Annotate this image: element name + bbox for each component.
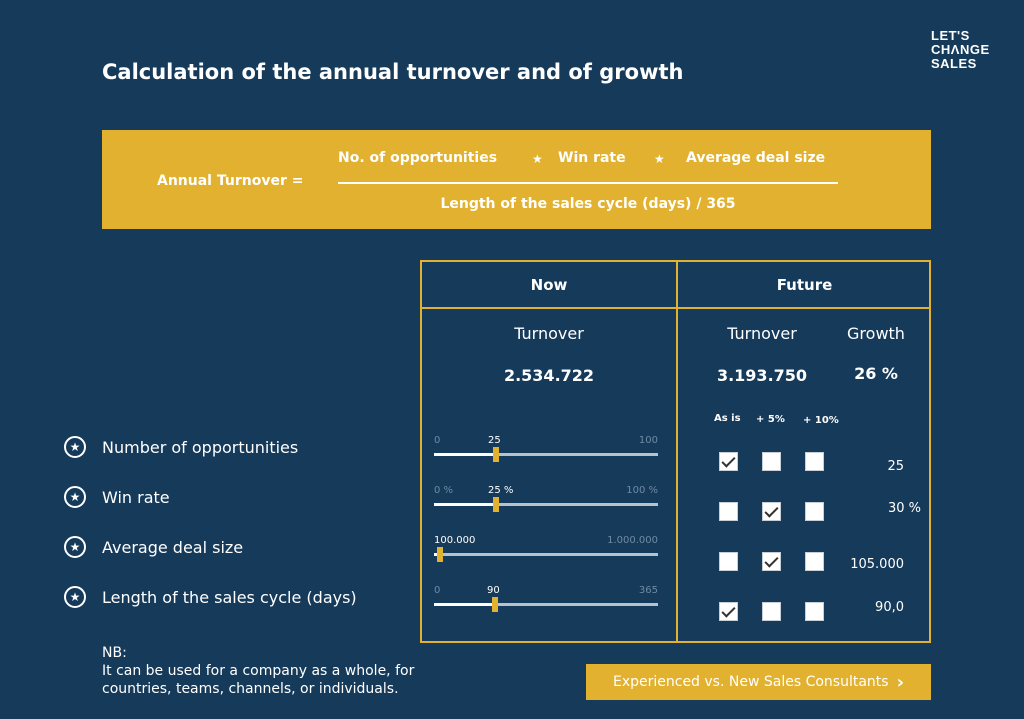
slider-fill <box>434 503 496 506</box>
experienced-vs-new-button[interactable]: Experienced vs. New Sales Consultants › <box>586 664 931 700</box>
slider-track[interactable] <box>434 503 658 506</box>
formula-box: Annual Turnover = No. of opportunities ★… <box>102 130 931 229</box>
future-turnover-value: 3.193.750 <box>716 366 808 385</box>
slider-max: 100 <box>638 435 658 446</box>
column-divider <box>676 262 678 641</box>
future-value: 105.000 <box>850 557 904 572</box>
note-line: It can be used for a company as a whole,… <box>102 663 415 679</box>
formula-term-opportunities: No. of opportunities <box>338 150 498 166</box>
star-icon: ★ <box>64 586 86 608</box>
slider-max: 365 <box>638 585 658 596</box>
option-plus-10: + 10% <box>803 415 839 426</box>
fraction-bar <box>338 182 838 184</box>
checkbox-plus-10[interactable] <box>805 552 824 571</box>
future-value: 90,0 <box>875 600 904 615</box>
deal-size-slider[interactable]: 100.000 1.000.000 <box>434 535 658 562</box>
slider-handle[interactable] <box>493 447 499 462</box>
checkbox-as-is[interactable] <box>719 552 738 571</box>
slider-min: 100.000 <box>434 535 476 546</box>
factor-label: Number of opportunities <box>102 438 299 457</box>
logo-line-2: CHΛNGE <box>931 42 990 57</box>
slider-track[interactable] <box>434 553 658 556</box>
note-heading: NB: <box>102 645 127 661</box>
slider-current: 25 % <box>488 485 514 496</box>
star-icon: ★ <box>64 486 86 508</box>
now-turnover-label: Turnover <box>514 324 584 343</box>
future-header: Future <box>776 276 833 294</box>
slider-handle[interactable] <box>437 547 443 562</box>
future-turnover-label: Turnover <box>727 324 797 343</box>
logo: LET'S CHΛNGE SALES <box>931 29 1011 71</box>
header-divider <box>422 307 929 309</box>
slider-handle[interactable] <box>493 497 499 512</box>
checkbox-plus-5[interactable] <box>762 502 781 521</box>
slider-current: 25 <box>488 435 501 446</box>
formula-term-win-rate: Win rate <box>558 150 626 166</box>
slider-fill <box>434 603 495 606</box>
now-header: Now <box>530 276 568 294</box>
win-rate-slider[interactable]: 0 % 25 % 100 % <box>434 485 658 512</box>
formula-lhs: Annual Turnover = <box>157 173 304 189</box>
future-value: 30 % <box>887 501 921 516</box>
formula-numerator: No. of opportunities ★ Win rate ★ Averag… <box>338 150 838 170</box>
checkbox-plus-10[interactable] <box>805 602 824 621</box>
checkbox-plus-5[interactable] <box>762 452 781 471</box>
checkbox-as-is[interactable] <box>719 502 738 521</box>
checkbox-as-is[interactable] <box>719 452 738 471</box>
page-title: Calculation of the annual turnover and o… <box>102 60 684 84</box>
slider-track[interactable] <box>434 453 658 456</box>
factor-label: Length of the sales cycle (days) <box>102 588 357 607</box>
star-icon: ★ <box>64 436 86 458</box>
logo-line-3: SALES <box>931 56 977 71</box>
chevron-right-icon: › <box>896 671 904 693</box>
slider-min: 0 <box>434 585 441 596</box>
cta-label: Experienced vs. New Sales Consultants <box>612 674 889 690</box>
factor-label: Win rate <box>102 488 170 507</box>
opportunities-slider[interactable]: 0 25 100 <box>434 435 658 462</box>
slider-track[interactable] <box>434 603 658 606</box>
slider-min: 0 <box>434 435 441 446</box>
sales-cycle-slider[interactable]: 0 90 365 <box>434 585 658 612</box>
growth-value: 26 % <box>854 364 898 383</box>
now-turnover-value: 2.534.722 <box>503 366 595 385</box>
slider-handle[interactable] <box>492 597 498 612</box>
star-icon: ★ <box>64 536 86 558</box>
slider-max: 100 % <box>626 485 658 496</box>
slider-max: 1.000.000 <box>607 535 658 546</box>
logo-line-1: LET'S <box>931 28 970 43</box>
checkbox-plus-10[interactable] <box>805 502 824 521</box>
star-icon: ★ <box>654 152 665 166</box>
slider-min: 0 % <box>434 485 454 496</box>
checkbox-as-is[interactable] <box>719 602 738 621</box>
checkbox-plus-10[interactable] <box>805 452 824 471</box>
growth-label: Growth <box>847 324 905 343</box>
formula-denominator: Length of the sales cycle (days) / 365 <box>440 196 736 212</box>
note-line: countries, teams, channels, or individua… <box>102 681 399 697</box>
future-value: 25 <box>887 459 904 474</box>
formula-term-deal-size: Average deal size <box>686 150 826 166</box>
calculator-panel: Now Future Turnover 2.534.722 Turnover 3… <box>420 260 931 643</box>
checkbox-plus-5[interactable] <box>762 552 781 571</box>
note: NB: It can be used for a company as a wh… <box>102 644 414 698</box>
factor-label: Average deal size <box>102 538 244 557</box>
checkbox-plus-5[interactable] <box>762 602 781 621</box>
slider-fill <box>434 453 496 456</box>
option-plus-5: + 5% <box>756 414 785 425</box>
option-as-is: As is <box>714 413 741 424</box>
slider-current: 90 <box>487 585 500 596</box>
star-icon: ★ <box>532 152 543 166</box>
